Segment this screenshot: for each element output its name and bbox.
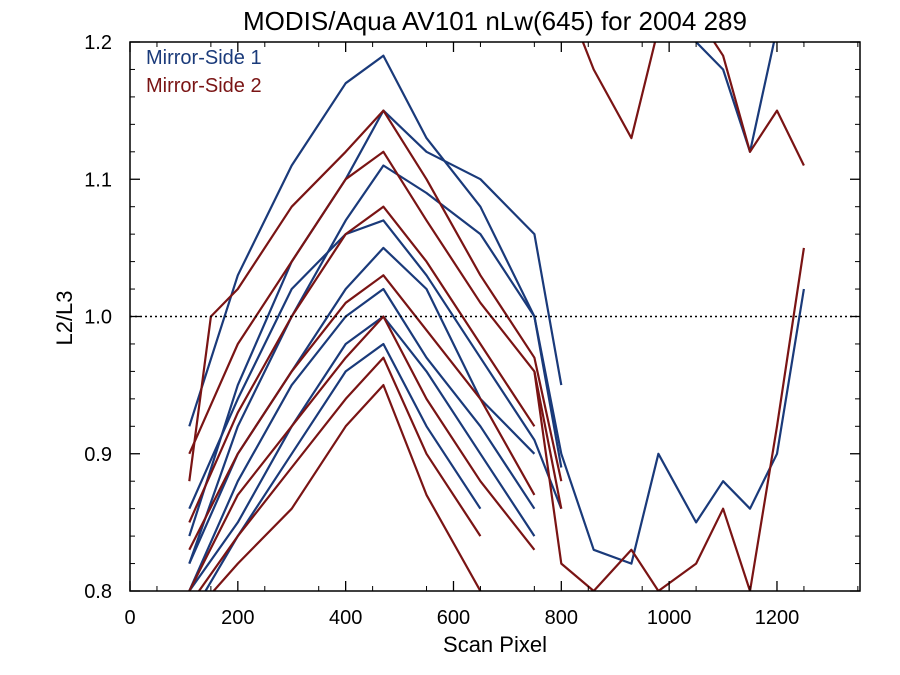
y-axis-label: L2/L3 [52,290,77,345]
y-tick-label: 1.0 [84,307,112,329]
series-line-14 [188,315,536,591]
series-line-18 [581,42,805,166]
series-line-4 [188,219,563,510]
tick-layer: 0 200 400 600 800 1000 1200 0.8 0.9 1.0 1.1 1.2 [84,32,860,629]
series-line-7 [188,315,536,591]
series-line-15 [197,356,482,591]
series-line-17 [533,247,805,591]
legend: Mirror-Side 1 Mirror-Side 2 [146,47,262,97]
series-line-9 [694,42,804,153]
y-tick-label: 0.9 [84,444,112,466]
x-tick-label: 0 [124,607,135,629]
series-layer [188,42,805,591]
y-tick-label: 0.8 [84,581,112,603]
series-line-12 [188,205,536,523]
x-tick-label: 1000 [647,607,692,629]
x-tick-label: 600 [437,607,470,629]
x-axis-label: Scan Pixel [443,632,547,657]
x-tick-label: 400 [329,607,362,629]
legend-entry-1: Mirror-Side 1 [146,47,262,69]
series-line-10 [188,109,563,482]
series-line-3 [188,164,563,564]
series-line-13 [188,274,536,551]
x-tick-label: 800 [545,607,578,629]
chart-title: MODIS/Aqua AV101 nLw(645) for 2004 289 [243,6,747,36]
x-tick-label: 200 [221,607,254,629]
y-tick-label: 1.2 [84,32,112,54]
x-tick-label: 1200 [755,607,800,629]
y-tick-label: 1.1 [84,169,112,191]
legend-entry-2: Mirror-Side 2 [146,75,262,97]
series-line-16 [212,384,482,591]
series-line-1 [188,54,805,565]
series-line-6 [188,287,536,591]
